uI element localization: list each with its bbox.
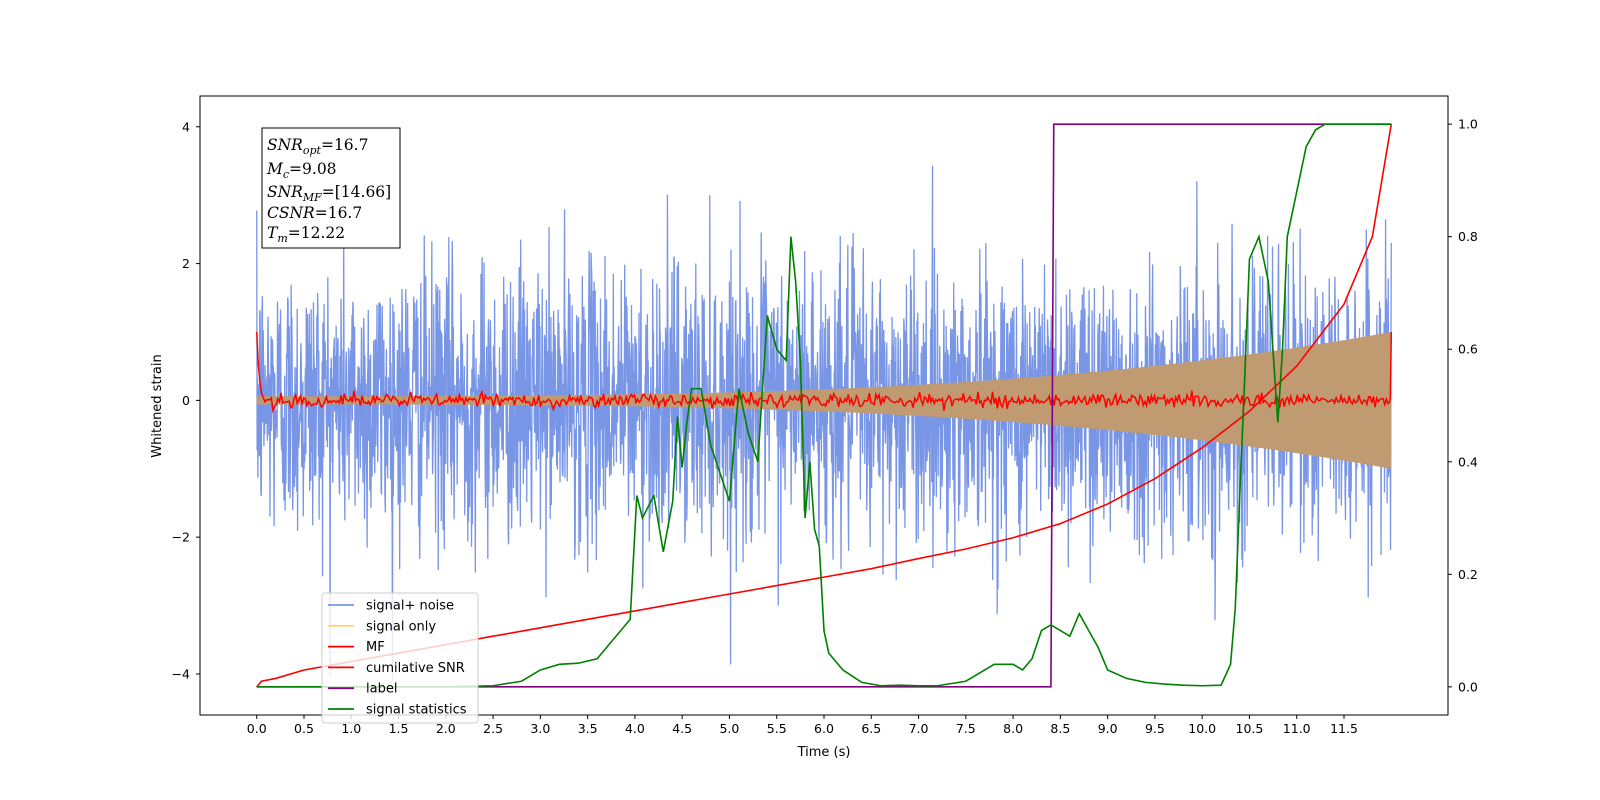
y-tick-label: −4	[172, 666, 190, 681]
y-axis-right: 1.0 0.8 0.6 0.4 0.2 0.0	[1448, 117, 1478, 694]
legend-entry: signal statistics	[366, 703, 467, 718]
y2-tick-label: 0.4	[1458, 454, 1478, 469]
x-tick-label: 1.5	[389, 721, 409, 736]
y-tick-label: 0	[182, 393, 190, 408]
legend: signal+ noise signal only MF cumilative SNR…	[321, 592, 479, 724]
info-mc: Mc=9.08	[266, 160, 337, 181]
y2-tick-label: 0.8	[1458, 229, 1478, 244]
x-tick-label: 9.0	[1098, 721, 1118, 736]
x-tick-label: 7.0	[909, 721, 929, 736]
info-tm: Tm=12.22	[267, 224, 345, 245]
legend-entry: signal only	[366, 619, 436, 634]
info-csnr: CSNR=16.7	[267, 204, 362, 222]
x-tick-label: 10.5	[1236, 721, 1264, 736]
x-axis-label: Time (s)	[797, 745, 851, 760]
series-signal-statistics	[256, 123, 1392, 688]
x-tick-label: 8.5	[1050, 721, 1070, 736]
x-tick-label: 9.5	[1145, 721, 1165, 736]
y-tick-label: 4	[182, 119, 190, 134]
x-tick-label: 1.0	[341, 721, 361, 736]
legend-entry: signal+ noise	[366, 599, 454, 614]
x-tick-label: 4.5	[672, 721, 692, 736]
y-axis-left: 4 2 0 −2 −4	[172, 119, 200, 681]
series-label	[256, 123, 1392, 688]
legend-entry: MF	[366, 640, 385, 655]
y2-tick-label: 0.6	[1458, 342, 1478, 357]
info-snr-opt: SNRopt=16.7	[267, 136, 368, 157]
x-tick-label: 4.0	[625, 721, 645, 736]
x-tick-label: 6.5	[861, 721, 881, 736]
x-tick-label: 11.0	[1283, 721, 1311, 736]
x-tick-label: 2.0	[436, 721, 456, 736]
series-signal-only	[256, 331, 1392, 469]
x-tick-label: 0.0	[247, 721, 267, 736]
y2-tick-label: 0.0	[1458, 679, 1478, 694]
y2-tick-label: 1.0	[1458, 117, 1478, 132]
x-tick-label: 7.5	[956, 721, 976, 736]
x-tick-label: 3.5	[578, 721, 598, 736]
info-snr-mf: SNRMF=[14.66]	[267, 183, 391, 204]
x-axis: 0.0 0.5 1.0 1.5 2.0 2.5 3.0 3.5 4.0 4.5 5.0 5.5 6.0 6…	[247, 715, 1358, 736]
x-tick-label: 11.5	[1330, 721, 1358, 736]
x-tick-label: 5.0	[720, 721, 740, 736]
x-tick-label: 2.5	[483, 721, 503, 736]
x-tick-label: 0.5	[294, 721, 314, 736]
x-tick-label: 6.0	[814, 721, 834, 736]
legend-entry: label	[366, 682, 397, 697]
x-tick-label: 8.0	[1003, 721, 1023, 736]
series-mf	[255, 331, 1393, 414]
x-tick-label: 10.0	[1188, 721, 1216, 736]
info-box: SNRopt=16.7 Mc=9.08 SNRMF=[14.66] CSNR=1…	[261, 127, 401, 249]
y-tick-label: −2	[172, 530, 190, 545]
y-axis-label: Whitened strain	[150, 354, 165, 457]
x-tick-label: 5.5	[767, 721, 787, 736]
x-tick-label: 3.0	[530, 721, 550, 736]
legend-entry: cumilative SNR	[366, 661, 465, 676]
y-tick-label: 2	[182, 256, 190, 271]
y2-tick-label: 0.2	[1458, 567, 1478, 582]
